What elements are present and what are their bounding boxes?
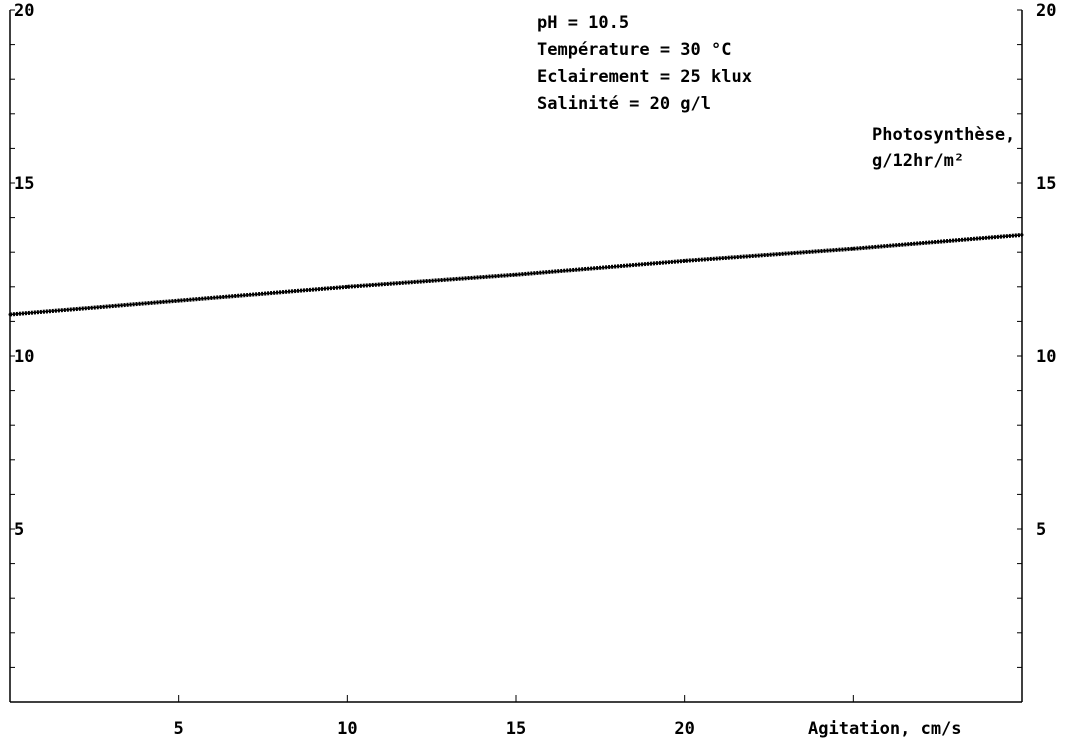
series-point	[683, 259, 687, 263]
y-axis-label-line2: g/12hr/m²	[872, 151, 964, 171]
y-tick-label-right: 5	[1036, 520, 1046, 540]
series-point	[177, 299, 181, 303]
y-tick-label-left: 20	[14, 1, 34, 21]
series-point	[514, 273, 518, 277]
y-tick-label-left: 15	[14, 174, 34, 194]
annotation-temperature: Température = 30 °C	[537, 40, 731, 60]
x-tick-label: 5	[174, 719, 184, 738]
x-tick-label: 15	[506, 719, 526, 738]
series-point	[1020, 233, 1024, 237]
y-axis-label: Photosynthèse, g/12hr/m²	[872, 125, 1015, 171]
annotation-block: pH = 10.5 Température = 30 °C Eclairemen…	[537, 13, 752, 114]
annotation-ph: pH = 10.5	[537, 13, 629, 33]
annotation-salinite: Salinité = 20 g/l	[537, 94, 711, 114]
y-axis-label-line1: Photosynthèse,	[872, 125, 1015, 145]
y-tick-label-right: 20	[1036, 1, 1056, 21]
y-tick-label-right: 10	[1036, 347, 1056, 367]
series-layer	[8, 232, 1024, 317]
y-tick-label-right: 15	[1036, 174, 1056, 194]
x-axis-label: Agitation, cm/s	[808, 719, 962, 738]
series-point	[345, 285, 349, 289]
annotation-eclairement: Eclairement = 25 klux	[537, 67, 752, 87]
series-point	[8, 312, 12, 316]
x-tick-label: 10	[337, 719, 357, 738]
axes: 5 5 10 10 15 15 20 20 5 10 15 20	[9, 1, 1056, 738]
x-tick-label: 20	[674, 719, 694, 738]
series-point	[851, 247, 855, 251]
y-tick-label-left: 5	[14, 520, 24, 540]
y-tick-label-left: 10	[14, 347, 34, 367]
